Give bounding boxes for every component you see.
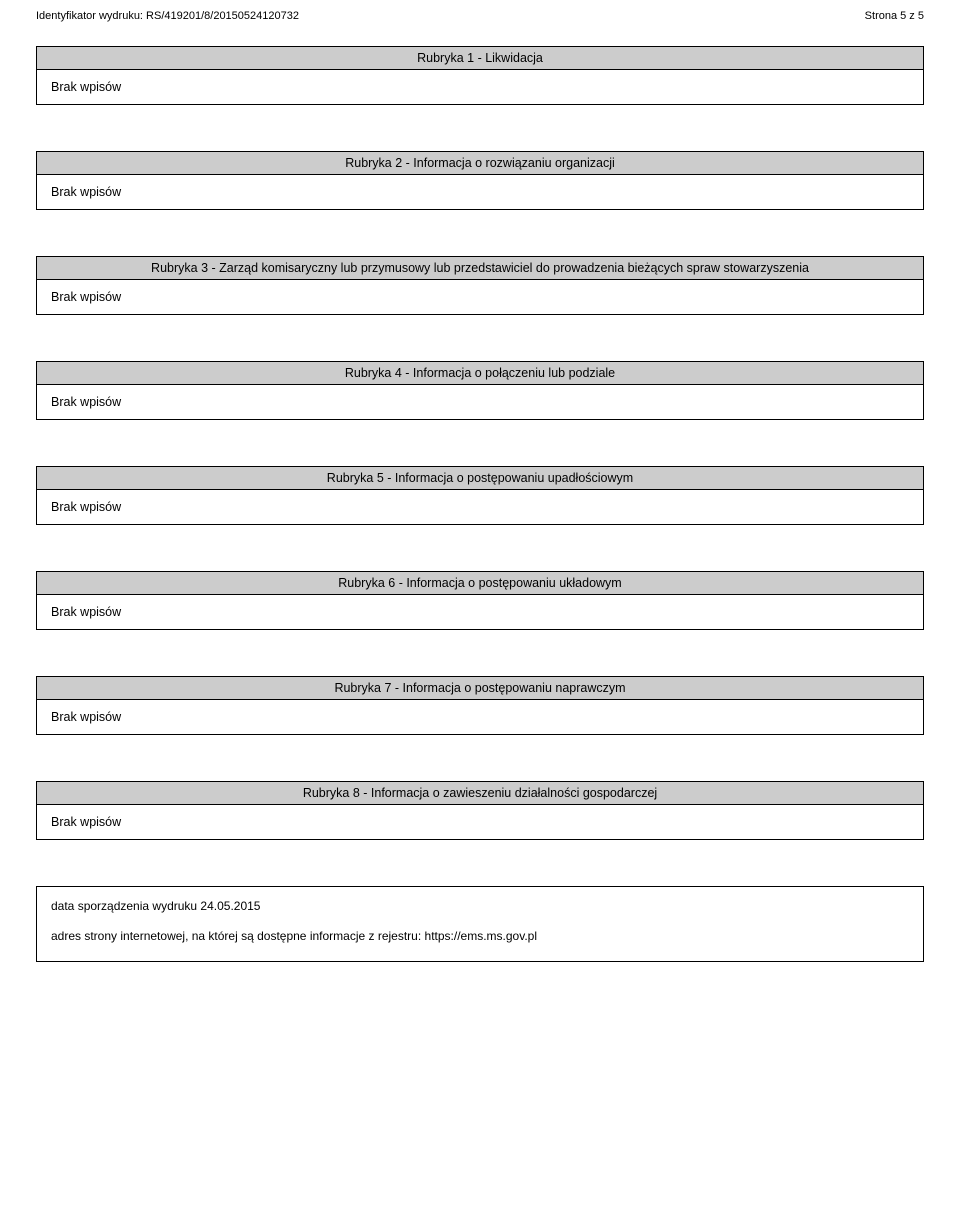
- page: Identyfikator wydruku: RS/419201/8/20150…: [0, 0, 960, 1227]
- section-rubryka-8: Rubryka 8 - Informacja o zawieszeniu dzi…: [36, 781, 924, 840]
- section-body: Brak wpisów: [36, 280, 924, 315]
- section-rubryka-2: Rubryka 2 - Informacja o rozwiązaniu org…: [36, 151, 924, 210]
- section-rubryka-3: Rubryka 3 - Zarząd komisaryczny lub przy…: [36, 256, 924, 315]
- section-title: Rubryka 4 - Informacja o połączeniu lub …: [36, 361, 924, 385]
- footer-url: adres strony internetowej, na której są …: [51, 929, 909, 943]
- section-title: Rubryka 1 - Likwidacja: [36, 46, 924, 70]
- section-body: Brak wpisów: [36, 385, 924, 420]
- section-body: Brak wpisów: [36, 700, 924, 735]
- section-rubryka-4: Rubryka 4 - Informacja o połączeniu lub …: [36, 361, 924, 420]
- section-rubryka-1: Rubryka 1 - Likwidacja Brak wpisów: [36, 46, 924, 105]
- section-title: Rubryka 7 - Informacja o postępowaniu na…: [36, 676, 924, 700]
- section-body: Brak wpisów: [36, 70, 924, 105]
- section-body: Brak wpisów: [36, 490, 924, 525]
- page-number: Strona 5 z 5: [865, 10, 924, 22]
- section-rubryka-5: Rubryka 5 - Informacja o postępowaniu up…: [36, 466, 924, 525]
- section-title: Rubryka 2 - Informacja o rozwiązaniu org…: [36, 151, 924, 175]
- print-id: Identyfikator wydruku: RS/419201/8/20150…: [36, 10, 299, 22]
- section-title: Rubryka 5 - Informacja o postępowaniu up…: [36, 466, 924, 490]
- section-rubryka-6: Rubryka 6 - Informacja o postępowaniu uk…: [36, 571, 924, 630]
- section-title: Rubryka 3 - Zarząd komisaryczny lub przy…: [36, 256, 924, 280]
- page-header-row: Identyfikator wydruku: RS/419201/8/20150…: [36, 10, 924, 22]
- footer-date: data sporządzenia wydruku 24.05.2015: [51, 899, 909, 913]
- section-rubryka-7: Rubryka 7 - Informacja o postępowaniu na…: [36, 676, 924, 735]
- section-title: Rubryka 6 - Informacja o postępowaniu uk…: [36, 571, 924, 595]
- section-title: Rubryka 8 - Informacja o zawieszeniu dzi…: [36, 781, 924, 805]
- section-body: Brak wpisów: [36, 805, 924, 840]
- footer-box: data sporządzenia wydruku 24.05.2015 adr…: [36, 886, 924, 962]
- section-body: Brak wpisów: [36, 175, 924, 210]
- section-body: Brak wpisów: [36, 595, 924, 630]
